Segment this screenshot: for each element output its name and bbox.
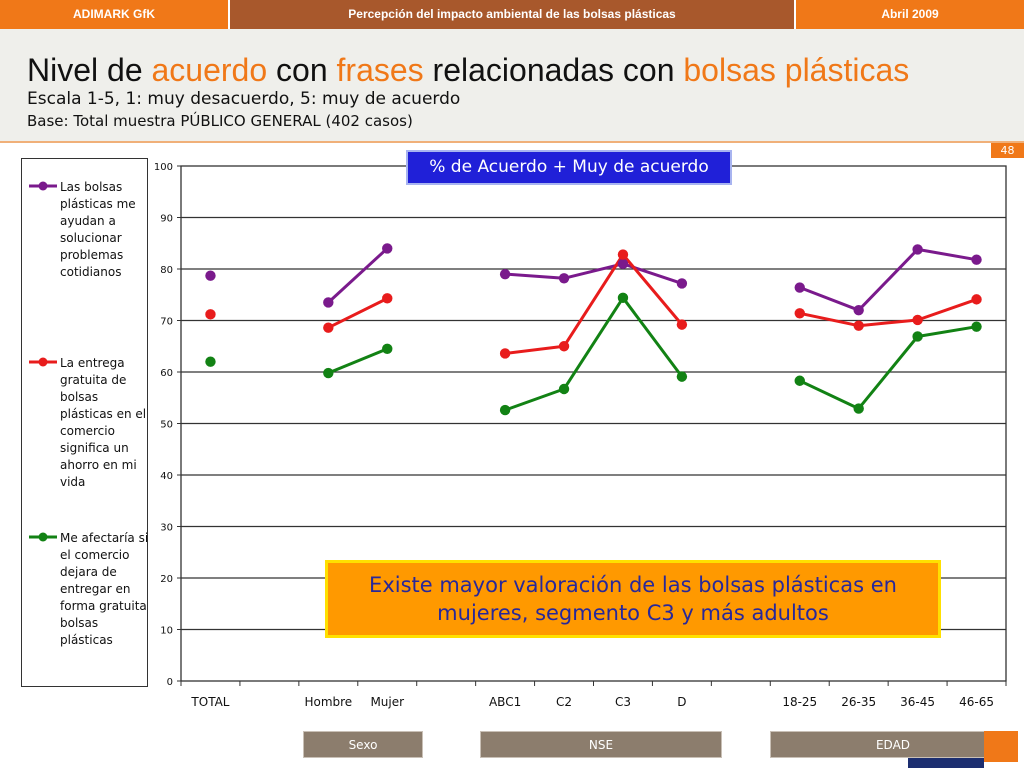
data-point (323, 367, 334, 379)
data-point (499, 404, 511, 416)
data-point (676, 371, 688, 382)
scale-subtitle: Escala 1-5, 1: muy desacuerdo, 5: muy de… (27, 89, 461, 109)
data-point (205, 270, 216, 281)
legend-marker (29, 181, 57, 191)
data-point (853, 305, 864, 316)
sample-base: Base: Total muestra PÚBLICO GENERAL (402… (27, 112, 413, 130)
legend-label: Me afectaría si el comercio dejara de en… (60, 531, 149, 647)
x-tick-label: Hombre (304, 695, 352, 709)
x-tick-label: C2 (556, 695, 572, 709)
data-point (205, 356, 216, 367)
data-point (323, 297, 334, 308)
insight-callout: Existe mayor valoración de las bolsas pl… (325, 560, 941, 638)
y-tick-label: 30 (160, 523, 173, 534)
data-point (617, 292, 629, 304)
data-point (912, 314, 923, 326)
data-point (676, 319, 688, 330)
x-tick-label: ABC1 (489, 695, 521, 709)
page-number: 48 (991, 143, 1024, 158)
x-tick-label: 26-35 (841, 695, 876, 709)
x-tick-label: 46-65 (959, 695, 994, 709)
y-tick-label: 20 (160, 574, 173, 585)
corner-decoration (984, 731, 1018, 762)
y-tick-label: 0 (167, 677, 173, 688)
data-point (205, 309, 216, 320)
data-point (558, 273, 570, 284)
data-point (853, 320, 864, 331)
x-tick-label: C3 (615, 695, 631, 709)
x-tick-label: Mujer (370, 695, 404, 709)
series-line (504, 262, 683, 285)
data-point (499, 348, 511, 359)
study-title: Percepción del impacto ambiental de las … (230, 0, 794, 29)
data-point (971, 254, 982, 265)
title-part: Nivel de (27, 52, 152, 88)
y-tick-label: 60 (160, 368, 173, 379)
legend-label: La entrega gratuita de bolsas plásticas … (60, 356, 147, 489)
legend-marker (29, 532, 57, 542)
data-point (499, 268, 511, 280)
y-tick-label: 70 (160, 317, 173, 328)
data-point (794, 308, 805, 319)
y-tick-label: 50 (160, 420, 173, 431)
chart-legend: Las bolsas plásticas me ayudan a solucio… (21, 158, 148, 687)
slide-title: Nivel de acuerdo con frases relacionadas… (27, 51, 909, 89)
data-point (853, 403, 864, 414)
title-part: relacionadas con (423, 52, 684, 88)
x-tick-label: TOTAL (190, 695, 229, 709)
data-point (382, 293, 393, 304)
y-tick-label: 10 (160, 626, 173, 637)
company-name: ADIMARK GfK (0, 0, 228, 29)
series-line (327, 247, 389, 304)
data-point (558, 341, 570, 352)
x-tick-label: D (677, 695, 686, 709)
data-point (794, 375, 805, 386)
study-date: Abril 2009 (796, 0, 1024, 29)
series-line (799, 247, 977, 312)
title-keyword: bolsas plásticas (683, 52, 910, 88)
data-point (971, 294, 982, 305)
group-label-nse: NSE (480, 731, 722, 758)
slide-header (0, 29, 1024, 141)
data-point (558, 383, 570, 395)
series-line (799, 325, 977, 411)
title-keyword: acuerdo (151, 52, 268, 88)
data-point (912, 244, 923, 255)
legend-label: Las bolsas plásticas me ayudan a solucio… (60, 180, 136, 279)
group-label-sexo: Sexo (303, 731, 423, 758)
data-point (617, 258, 629, 270)
header-divider (0, 141, 1024, 143)
series-line (327, 297, 388, 330)
corner-decoration (908, 758, 984, 768)
data-point (323, 322, 334, 333)
legend-marker (29, 357, 57, 367)
data-point (617, 249, 629, 260)
x-tick-label: 18-25 (782, 695, 817, 709)
y-tick-label: 80 (160, 265, 173, 276)
y-tick-label: 100 (154, 162, 173, 173)
x-tick-label: 36-45 (900, 695, 935, 709)
y-tick-label: 40 (160, 471, 173, 482)
data-point (382, 243, 393, 254)
data-point (912, 331, 923, 342)
data-point (382, 343, 393, 355)
y-tick-label: 90 (160, 214, 173, 225)
series-line (504, 296, 684, 412)
data-point (676, 278, 688, 289)
title-part: con (267, 52, 337, 88)
series-line (327, 347, 388, 375)
group-label-edad: EDAD (770, 731, 1016, 758)
series-line (504, 253, 684, 355)
title-keyword: frases (336, 52, 424, 88)
series-line (799, 297, 977, 328)
top-banner: ADIMARK GfK Percepción del impacto ambie… (0, 0, 1024, 29)
data-point (794, 282, 805, 293)
chart-title: % de Acuerdo + Muy de acuerdo (406, 150, 732, 185)
data-point (971, 321, 982, 332)
